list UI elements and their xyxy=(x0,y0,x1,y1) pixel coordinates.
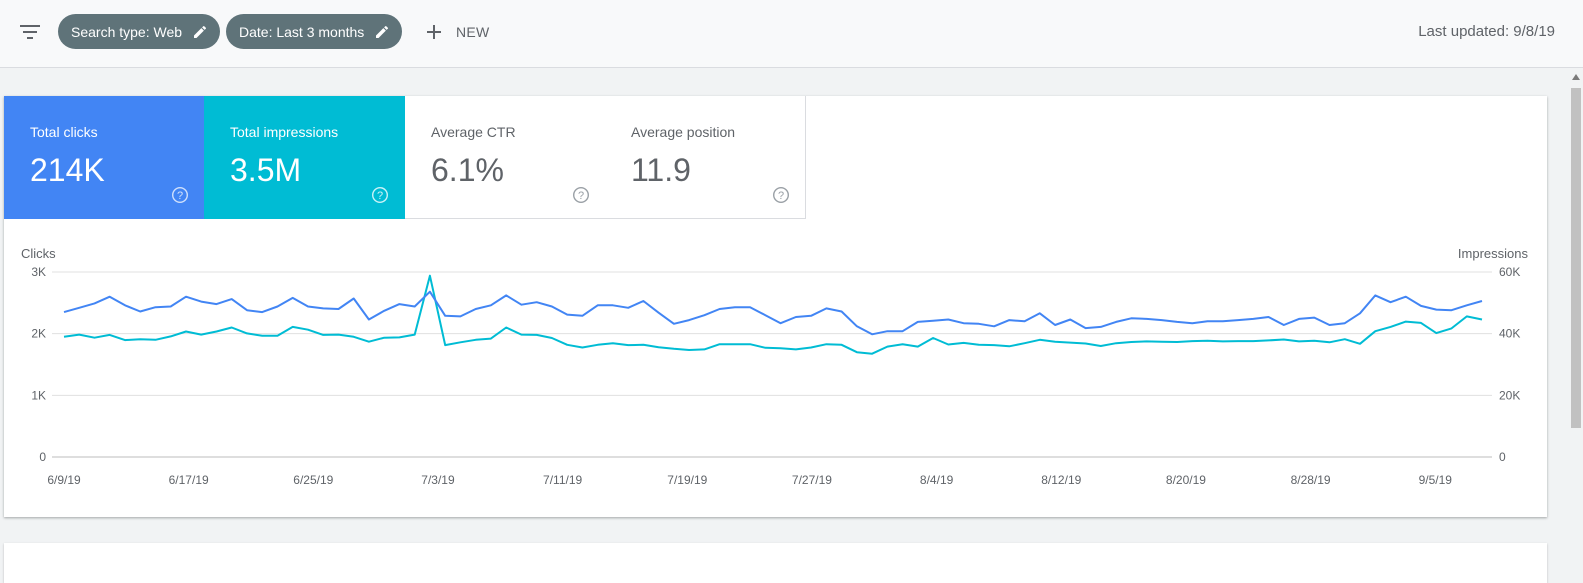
performance-chart[interactable]: Clicks Impressions 3K 60K 2K 40K 1K 20K 0 0 6/9… xyxy=(4,96,1547,517)
left-tick-label: 0 xyxy=(39,450,46,464)
help-icon[interactable]: ? xyxy=(772,186,790,204)
x-tick-label: 8/20/19 xyxy=(1166,473,1206,487)
x-tick-label: 6/9/19 xyxy=(47,473,81,487)
metric-value: 3.5M xyxy=(230,152,302,188)
x-tick-label: 7/27/19 xyxy=(792,473,832,487)
metric-total-impressions[interactable]: Total impressions 3.5M ? xyxy=(204,96,405,219)
last-updated-text: Last updated: 9/8/19 xyxy=(1418,23,1555,40)
help-icon[interactable]: ? xyxy=(371,186,389,204)
scrollbar-thumb[interactable] xyxy=(1571,88,1581,428)
svg-text:?: ? xyxy=(778,190,784,202)
x-tick-label: 7/19/19 xyxy=(667,473,707,487)
search-type-chip[interactable]: Search type: Web xyxy=(58,14,221,49)
x-tick-label: 8/4/19 xyxy=(920,473,954,487)
new-filter-button[interactable]: NEW xyxy=(424,18,490,46)
filter-list-icon[interactable] xyxy=(18,22,42,42)
x-tick-label: 7/3/19 xyxy=(421,473,455,487)
svg-text:?: ? xyxy=(177,190,183,202)
x-tick-label: 9/5/19 xyxy=(1419,473,1453,487)
svg-text:?: ? xyxy=(578,190,584,202)
metric-value: 6.1% xyxy=(431,152,504,188)
left-axis-title: Clicks xyxy=(21,246,56,261)
chip-label: Search type: Web xyxy=(71,23,183,40)
clicks-series-line xyxy=(63,290,1483,336)
new-label: NEW xyxy=(456,24,490,40)
right-tick-label: 0 xyxy=(1499,450,1506,464)
svg-text:?: ? xyxy=(377,190,383,202)
performance-card: Total clicks 214K ? Total impressions 3.… xyxy=(4,96,1547,517)
left-tick-label: 1K xyxy=(31,388,46,402)
right-tick-label: 60K xyxy=(1499,265,1520,279)
date-range-chip[interactable]: Date: Last 3 months xyxy=(226,14,403,49)
left-tick-label: 2K xyxy=(31,327,46,341)
chip-label: Date: Last 3 months xyxy=(239,23,365,40)
right-tick-label: 40K xyxy=(1499,327,1520,341)
metric-value: 214K xyxy=(30,152,105,188)
plus-icon xyxy=(427,25,441,39)
metric-total-clicks[interactable]: Total clicks 214K ? xyxy=(4,96,205,219)
x-tick-label: 7/11/19 xyxy=(543,473,582,487)
filter-toolbar: Search type: Web Date: Last 3 months NEW… xyxy=(0,0,1583,68)
x-tick-label: 6/25/19 xyxy=(293,473,333,487)
help-icon[interactable]: ? xyxy=(171,186,189,204)
x-tick-label: 8/12/19 xyxy=(1041,473,1081,487)
metric-label: Average CTR xyxy=(431,124,516,140)
impressions-series-line xyxy=(63,274,1483,355)
metric-average-ctr[interactable]: Average CTR 6.1% ? xyxy=(405,96,606,219)
left-tick-label: 3K xyxy=(31,265,46,279)
metric-value: 11.9 xyxy=(631,152,691,188)
x-tick-label: 6/17/19 xyxy=(169,473,209,487)
pencil-icon xyxy=(376,25,389,38)
x-tick-label: 8/28/19 xyxy=(1291,473,1331,487)
metric-average-position[interactable]: Average position 11.9 ? xyxy=(605,96,806,219)
metric-label: Total impressions xyxy=(230,124,339,140)
right-axis-title: Impressions xyxy=(1458,246,1529,261)
scroll-up-arrow-icon[interactable] xyxy=(1572,74,1580,80)
help-icon[interactable]: ? xyxy=(572,186,590,204)
pencil-icon xyxy=(194,25,207,38)
metric-label: Total clicks xyxy=(30,124,98,140)
right-tick-label: 20K xyxy=(1499,388,1520,402)
metric-label: Average position xyxy=(631,124,736,140)
queries-card xyxy=(4,543,1547,583)
